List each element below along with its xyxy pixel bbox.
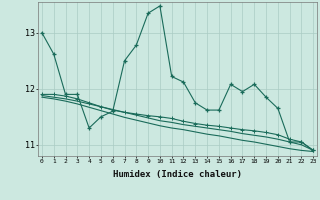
X-axis label: Humidex (Indice chaleur): Humidex (Indice chaleur) [113, 170, 242, 179]
